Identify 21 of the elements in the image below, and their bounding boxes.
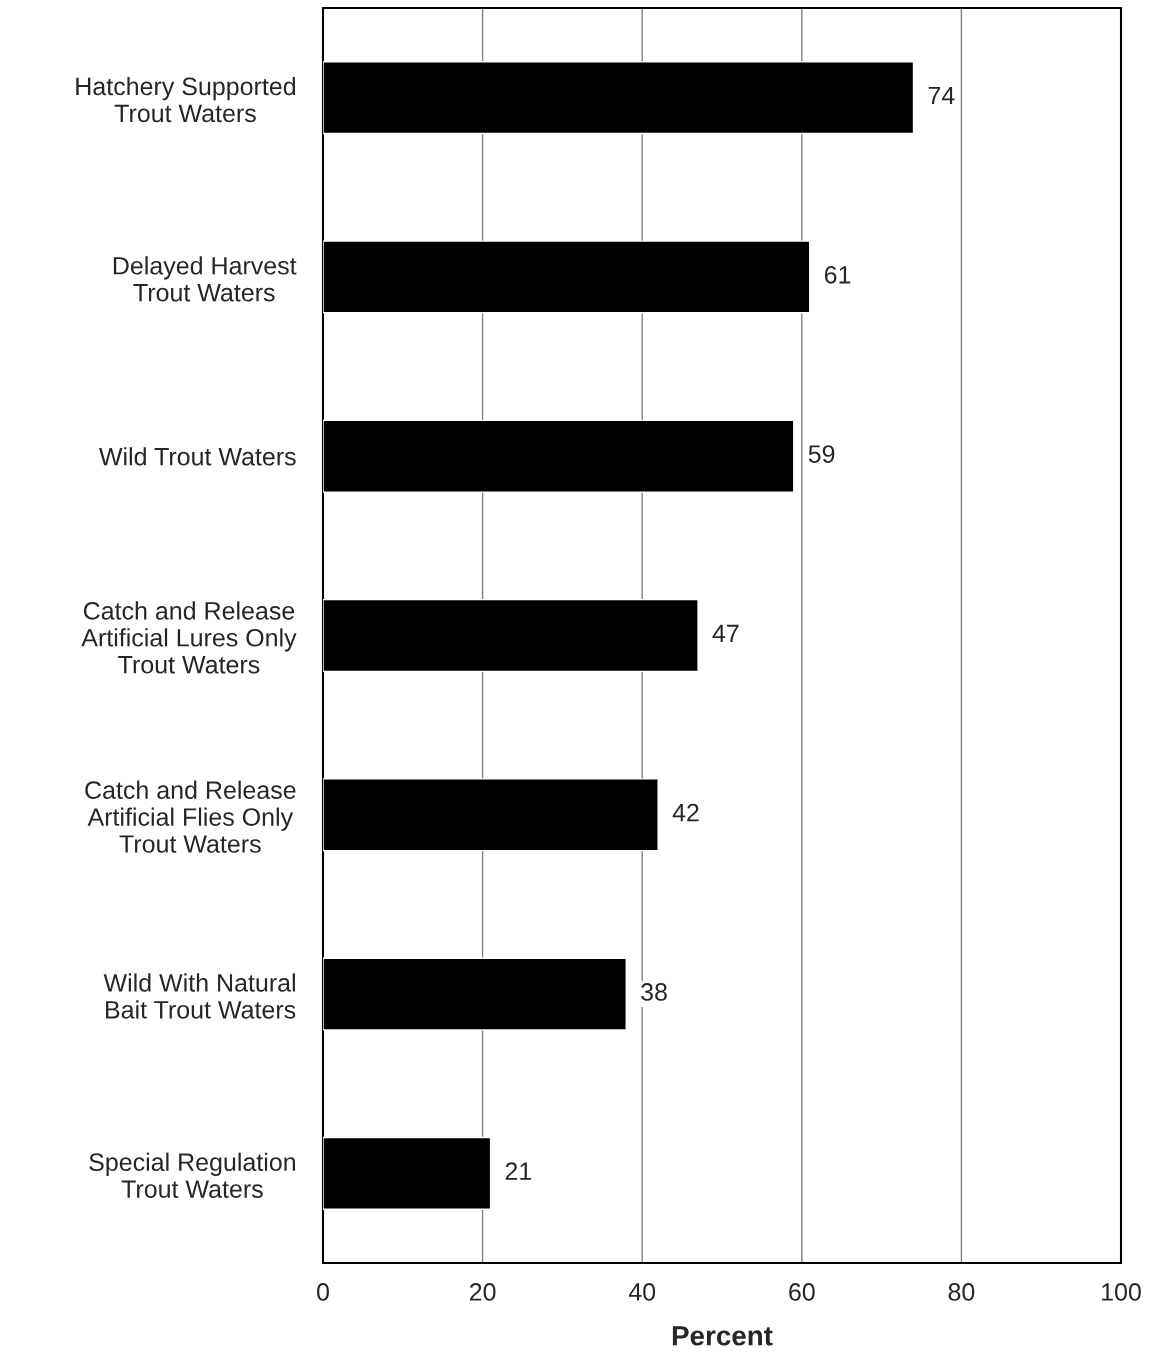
- x-tick-label: 0: [317, 1283, 329, 1301]
- y-tick-label: Catch and Release Artificial Lures Only Trout Waters: [81, 601, 297, 674]
- data-label: 38: [641, 983, 667, 1001]
- y-tick-label: Special Regulation Trout Waters: [89, 1152, 295, 1198]
- y-tick-label: Catch and Release Artificial Flies Only Trout Waters: [85, 780, 296, 853]
- x-tick-label: 40: [628, 1283, 656, 1301]
- x-tick-label: 60: [789, 1283, 815, 1301]
- y-tick-label: Wild Trout Waters: [99, 447, 296, 466]
- y-tick-label: Delayed Harvest Trout Waters: [113, 256, 297, 302]
- x-tick-label: 100: [1102, 1283, 1141, 1301]
- data-label: 74: [928, 86, 955, 105]
- x-axis-title: Percent: [672, 1326, 773, 1346]
- data-label: 59: [808, 445, 835, 463]
- y-tick-label: Wild With Natural Bait Trout Waters: [103, 973, 296, 1019]
- data-label: 61: [824, 265, 851, 284]
- x-tick-label: 20: [469, 1283, 496, 1301]
- data-label: 21: [505, 1162, 532, 1180]
- data-label: 42: [672, 803, 699, 822]
- y-tick-label: Hatchery Supported Trout Waters: [76, 76, 296, 123]
- x-tick-label: 80: [948, 1283, 975, 1301]
- data-label: 47: [712, 624, 739, 642]
